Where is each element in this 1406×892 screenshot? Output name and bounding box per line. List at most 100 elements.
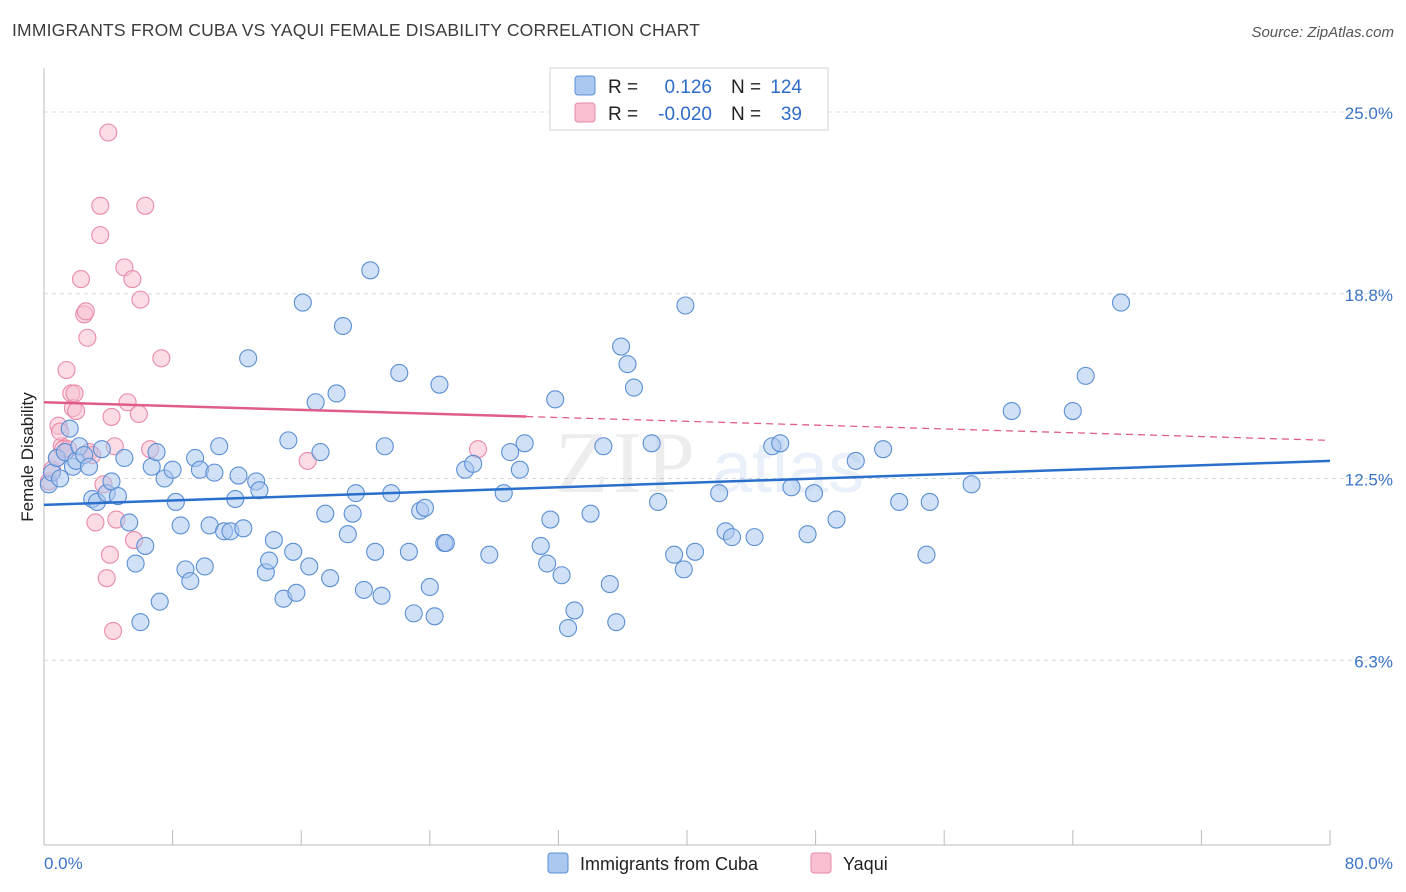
cuba-point-78 (436, 533, 455, 553)
yaqui-point-34 (129, 404, 148, 424)
yaqui-point-15 (76, 302, 95, 321)
cuba-point-120 (920, 492, 939, 511)
cuba-point-118 (890, 492, 909, 511)
cuba-point-95 (600, 574, 619, 594)
bottom-legend-label-yaqui: Yaqui (843, 854, 888, 874)
legend-swatch-cuba (574, 75, 596, 96)
cuba-point-76 (430, 375, 449, 394)
gridlines (44, 111, 1393, 661)
yaqui-point-38 (152, 349, 171, 368)
yaqui-point-39 (298, 451, 317, 470)
x-tick-label-max: 80.0% (1345, 854, 1393, 873)
bottom-legend-swatch-cuba (547, 852, 569, 874)
cuba-point-64 (361, 261, 380, 280)
cuba-point-116 (846, 451, 865, 470)
cuba-point-54 (306, 393, 325, 412)
yaqui-point-23 (97, 569, 116, 588)
cuba-point-51 (287, 583, 306, 602)
cuba-point-23 (147, 443, 166, 462)
cuba-point-41 (234, 519, 253, 538)
cuba-point-93 (581, 504, 600, 523)
legend-swatch-yaqui (574, 102, 596, 123)
cuba-point-63 (354, 580, 373, 599)
cuba-point-88 (541, 510, 560, 529)
cuba-point-58 (327, 384, 346, 403)
cuba-point-53 (300, 557, 319, 576)
cuba-point-100 (642, 434, 661, 453)
cuba-point-75 (425, 607, 444, 626)
cuba-point-56 (316, 504, 335, 523)
legend-r-value-cuba: 0.126 (664, 77, 712, 98)
yaqui-point-24 (99, 123, 118, 142)
yaqui-point-20 (91, 226, 110, 245)
cuba-point-40 (229, 466, 248, 485)
cuba-point-47 (264, 531, 283, 550)
yaqui-point-11 (65, 384, 84, 403)
cuba-point-57 (321, 569, 340, 588)
cuba-point-61 (343, 504, 362, 523)
cuba-point-26 (163, 460, 182, 479)
cuba-point-99 (624, 378, 644, 397)
legend-n-value-cuba: 124 (770, 77, 802, 98)
yaqui-point-35 (131, 290, 150, 309)
y-tick-label-0: 6.3% (1354, 652, 1393, 671)
legend-n-label-yaqui: N = (731, 104, 761, 125)
cuba-point-111 (771, 434, 790, 453)
cuba-point-87 (538, 554, 557, 573)
bottom-legend-swatch-yaqui (810, 852, 832, 874)
cuba-point-89 (546, 390, 565, 409)
cuba-point-33 (195, 557, 214, 576)
cuba-point-70 (399, 542, 418, 561)
yaqui-point-12 (67, 402, 86, 421)
yaqui-point-32 (123, 270, 142, 289)
yaqui-point-19 (86, 513, 105, 532)
cuba-point-55 (311, 443, 330, 462)
yaqui-point-27 (104, 621, 123, 641)
cuba-point-85 (515, 434, 534, 453)
source-credit: Source: ZipAtlas.com (1251, 24, 1394, 41)
trend-lines (43, 401, 1331, 507)
watermark-zip: ZIP (555, 415, 699, 512)
yaqui-trend-line-dashed (526, 415, 1331, 442)
x-tick-label-min: 0.0% (44, 854, 83, 873)
cuba-point-98 (618, 355, 637, 374)
cuba-point-21 (136, 536, 155, 555)
cuba-point-28 (171, 516, 190, 535)
cuba-point-73 (415, 498, 435, 517)
legend-r-label-yaqui: R = (608, 104, 638, 125)
y-tick-label-2: 18.8% (1345, 286, 1393, 305)
yaqui-points (39, 123, 488, 641)
cuba-point-106 (710, 484, 729, 503)
cuba-point-96 (607, 613, 626, 632)
cuba-point-30 (181, 572, 200, 591)
y-tick-label-3: 25.0% (1345, 104, 1393, 123)
cuba-point-101 (649, 492, 668, 511)
bottom-legend-label-cuba: Immigrants from Cuba (580, 854, 759, 874)
cuba-point-84 (510, 460, 529, 479)
yaqui-trend-line-solid (43, 401, 527, 418)
cuba-point-49 (279, 431, 298, 450)
cuba-point-18 (120, 513, 139, 532)
cuba-point-102 (665, 545, 684, 564)
legend-r-value-yaqui: -0.020 (658, 104, 712, 125)
cuba-point-46 (259, 551, 279, 570)
cuba-point-92 (565, 601, 584, 620)
cuba-point-17 (115, 448, 134, 468)
cuba-point-5 (60, 419, 79, 438)
cuba-point-36 (210, 437, 229, 456)
cuba-point-108 (722, 528, 742, 547)
cuba-point-66 (372, 586, 391, 605)
legend-n-label-cuba: N = (731, 77, 761, 98)
yaqui-point-25 (100, 545, 119, 564)
legend-r-label-cuba: R = (608, 77, 638, 98)
yaqui-point-31 (118, 393, 137, 412)
cuba-point-3 (51, 469, 70, 488)
cuba-point-20 (131, 613, 150, 632)
cuba-point-60 (338, 525, 357, 544)
cuba-point-42 (239, 349, 258, 368)
cuba-point-69 (390, 363, 409, 382)
cuba-point-125 (1111, 293, 1131, 312)
cuba-point-35 (205, 463, 224, 482)
cuba-point-124 (1076, 366, 1095, 385)
yaqui-point-26 (102, 407, 121, 426)
